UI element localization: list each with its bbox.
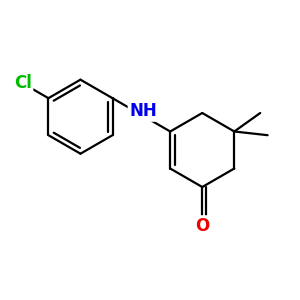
Text: Cl: Cl (14, 74, 32, 92)
Text: O: O (195, 217, 209, 235)
Text: NH: NH (129, 102, 157, 120)
